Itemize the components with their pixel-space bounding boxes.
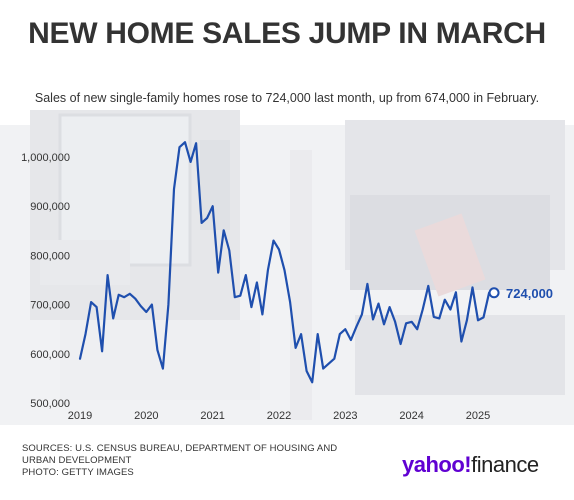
yahoo-finance-logo: yahoo!finance xyxy=(402,452,539,478)
x-tick-label: 2024 xyxy=(399,410,423,422)
x-tick-label: 2022 xyxy=(267,410,291,422)
y-tick-label: 700,000 xyxy=(30,300,70,312)
end-point-marker xyxy=(488,287,500,299)
x-tick-label: 2020 xyxy=(134,410,158,422)
plot-area: 724,000 xyxy=(78,141,553,384)
y-tick-label: 800,000 xyxy=(30,250,70,262)
x-tick-label: 2025 xyxy=(466,410,490,422)
series-line xyxy=(78,141,491,384)
end-value-label: 724,000 xyxy=(506,286,553,301)
page-title: NEW HOME SALES JUMP IN MARCH xyxy=(28,17,546,50)
x-tick-label: 2019 xyxy=(68,410,92,422)
x-axis: 2019 2020 2021 2022 2023 2024 2025 xyxy=(68,410,490,422)
page-subtitle: Sales of new single-family homes rose to… xyxy=(34,91,540,105)
y-tick-label: 600,000 xyxy=(30,349,70,361)
footer: SOURCES: U.S. CENSUS BUREAU, DEPARTMENT … xyxy=(22,443,352,479)
logo-finance: finance xyxy=(471,452,539,477)
photo-credit: PHOTO: GETTY IMAGES xyxy=(22,467,134,478)
x-tick-label: 2021 xyxy=(200,410,224,422)
logo-yahoo: yahoo! xyxy=(402,452,472,477)
y-tick-label: 900,000 xyxy=(30,201,70,213)
y-tick-label: 500,000 xyxy=(30,398,70,410)
y-axis: 500,000 600,000 700,000 800,000 900,000 1,000… xyxy=(21,152,70,410)
y-tick-label: 1,000,000 xyxy=(21,152,70,164)
source-note: SOURCES: U.S. CENSUS BUREAU, DEPARTMENT … xyxy=(22,443,338,466)
x-tick-label: 2023 xyxy=(333,410,357,422)
